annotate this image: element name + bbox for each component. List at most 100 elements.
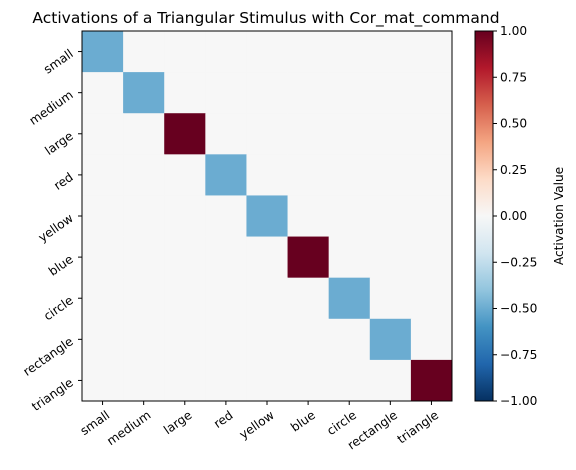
heatmap-cell: [287, 277, 330, 320]
x-tick-label: small: [78, 408, 113, 438]
heatmap-cell: [328, 318, 371, 361]
heatmap-cell: [205, 113, 247, 155]
colorbar-tick-label: −0.50: [500, 302, 537, 316]
heatmap-cell: [328, 195, 371, 237]
heatmap-cell: [328, 113, 371, 155]
x-tick-label: red: [211, 408, 235, 431]
heatmap-cell: [246, 359, 288, 402]
colorbar-tick-label: 0.75: [500, 70, 527, 84]
heatmap-cell: [82, 195, 124, 237]
heatmap-cell: [82, 31, 124, 73]
heatmap-cell: [164, 359, 206, 402]
heatmap-cell: [205, 318, 247, 361]
heatmap-cell: [246, 236, 288, 279]
heatmap-cell: [123, 318, 165, 361]
colorbar-tick-label: 0.25: [500, 163, 527, 177]
heatmap-cell: [410, 31, 453, 73]
colorbar-ticks: −1.00 −0.75 −0.50 −0.25 0.00 0.25 0.50 0.75 1.00: [493, 24, 537, 408]
colorbar-gradient: [474, 30, 494, 402]
heatmap-cell: [410, 154, 453, 196]
heatmap-cell: [123, 277, 165, 320]
x-tick-label: medium: [104, 408, 153, 448]
heatmap-cell: [246, 72, 288, 114]
heatmap-cell: [287, 359, 330, 402]
heatmap-cell: [369, 277, 412, 320]
heatmap-cell: [164, 195, 206, 237]
heatmap-cell: [164, 236, 206, 279]
heatmap-cell: [328, 277, 371, 320]
heatmap-cell: [205, 154, 247, 196]
heatmap-cell: [246, 195, 288, 237]
heatmap-cell: [123, 359, 165, 402]
heatmap-cell: [287, 195, 330, 237]
heatmap-cell: [328, 31, 371, 73]
heatmap-cell: [123, 31, 165, 73]
x-tick-label: triangle: [395, 408, 442, 446]
x-tick-label: yellow: [237, 408, 277, 442]
heatmap-cell: [246, 318, 288, 361]
y-tick-label: medium: [27, 88, 76, 128]
heatmap-cell: [82, 277, 124, 320]
heatmap-cell: [287, 31, 330, 73]
heatmap-cell: [287, 318, 330, 361]
heatmap-cell: [123, 113, 165, 155]
heatmap-cell: [410, 195, 453, 237]
heatmap-cell: [82, 236, 124, 279]
heatmap-cell: [123, 236, 165, 279]
heatmap-cell: [123, 72, 165, 114]
heatmap-cell: [246, 154, 288, 196]
y-tick-label: small: [41, 47, 76, 77]
colorbar-tick-label: −0.25: [500, 255, 537, 269]
colorbar-tick-label: 1.00: [500, 24, 527, 38]
x-tick-label: blue: [288, 408, 318, 435]
heatmap-cell: [82, 359, 124, 402]
heatmap-cell: [82, 318, 124, 361]
colorbar-tick-label: −1.00: [500, 394, 537, 408]
heatmap-cell: [410, 236, 453, 279]
heatmap-cell: [205, 277, 247, 320]
colorbar: −1.00 −0.75 −0.50 −0.25 0.00 0.25 0.50 0.75 1.00…: [474, 24, 566, 408]
colorbar-tick-label: 0.00: [500, 209, 527, 223]
y-tick-label: triangle: [29, 375, 76, 413]
heatmap-cell: [328, 72, 371, 114]
heatmap-cell: [287, 113, 330, 155]
heatmap-cell: [287, 236, 330, 279]
heatmap-cell: [164, 277, 206, 320]
heatmap-cell: [369, 359, 412, 402]
heatmap-cell: [328, 359, 371, 402]
heatmap-cell: [328, 236, 371, 279]
heatmap-cell: [246, 113, 288, 155]
heatmap-cell: [82, 72, 124, 114]
y-tick-label: circle: [41, 293, 76, 323]
y-tick-label: blue: [46, 252, 76, 279]
heatmap-cell: [369, 113, 412, 155]
heatmap-cells: [82, 31, 453, 402]
heatmap-cell: [205, 236, 247, 279]
y-tick-label: red: [51, 170, 75, 193]
heatmap-cell: [287, 72, 330, 114]
heatmap-cell: [369, 154, 412, 196]
x-tick-label: large: [161, 408, 194, 437]
heatmap-cell: [369, 318, 412, 361]
heatmap-cell: [410, 277, 453, 320]
y-tick-label: yellow: [36, 211, 76, 245]
colorbar-tick-label: 0.50: [500, 117, 527, 131]
y-tick-label: large: [42, 129, 75, 158]
heatmap-cell: [246, 31, 288, 73]
heatmap-cell: [369, 236, 412, 279]
heatmap-cell: [369, 72, 412, 114]
heatmap-cell: [205, 195, 247, 237]
heatmap-cell: [164, 31, 206, 73]
heatmap-cell: [410, 359, 453, 402]
heatmap-cell: [205, 31, 247, 73]
heatmap-cell: [410, 318, 453, 361]
heatmap-cell: [410, 113, 453, 155]
heatmap-cell: [82, 154, 124, 196]
colorbar-tick-label: −0.75: [500, 348, 537, 362]
heatmap-cell: [246, 277, 288, 320]
heatmap-cell: [82, 113, 124, 155]
colorbar-label: Activation Value: [552, 167, 566, 265]
